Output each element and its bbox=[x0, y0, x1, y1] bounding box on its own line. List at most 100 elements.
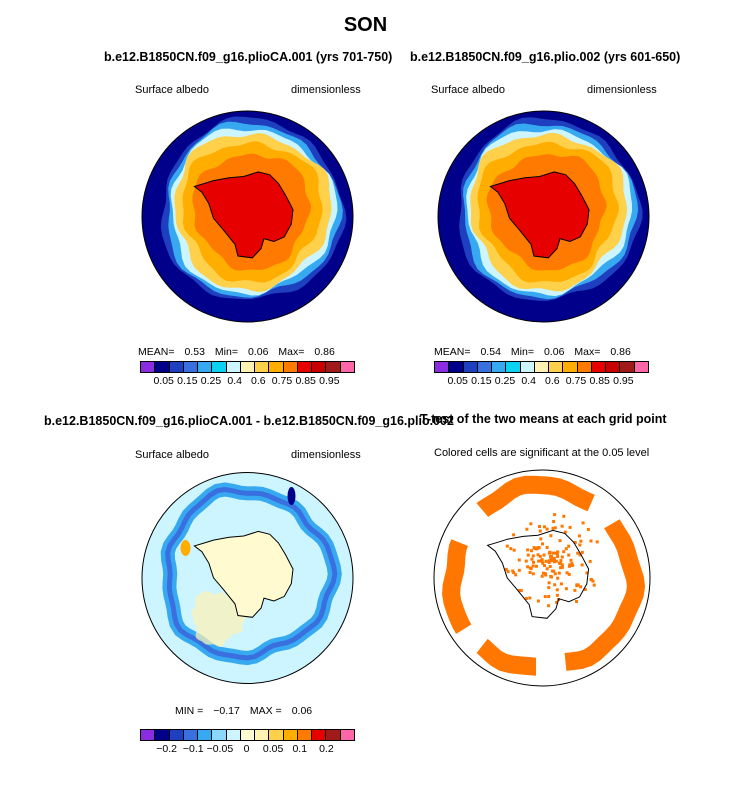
map-boundary bbox=[141, 472, 354, 684]
significant-cell bbox=[549, 574, 553, 578]
colorbar-tick-label: 0.25 bbox=[494, 375, 516, 387]
significant-cell bbox=[548, 550, 552, 554]
significant-cell bbox=[568, 525, 572, 529]
significant-cell bbox=[519, 589, 523, 593]
significant-cell bbox=[524, 597, 528, 600]
significant-cell bbox=[555, 552, 559, 556]
negative-ring-core bbox=[165, 486, 338, 661]
colorbar-swatch bbox=[226, 362, 241, 372]
significant-cell bbox=[512, 571, 516, 574]
significant-cell bbox=[553, 572, 557, 576]
significant-cell bbox=[589, 539, 593, 543]
significant-cell bbox=[526, 548, 530, 552]
significant-cell bbox=[581, 521, 585, 525]
map-field bbox=[142, 111, 353, 322]
colorbar-swatch bbox=[255, 362, 270, 372]
colorbar-tick-label: 0.95 bbox=[319, 375, 340, 387]
significant-cell bbox=[556, 550, 560, 554]
colorbar-swatch bbox=[269, 362, 284, 372]
colorbar-swatch bbox=[449, 362, 464, 372]
significant-cell bbox=[538, 529, 542, 533]
significant-cell bbox=[538, 525, 541, 528]
significant-cell bbox=[529, 567, 533, 571]
significant-cell bbox=[532, 560, 535, 564]
significant-cell bbox=[554, 559, 558, 563]
significant-cell bbox=[543, 564, 546, 568]
max-label: MAX = bbox=[249, 705, 282, 717]
significant-cell bbox=[512, 533, 516, 537]
significant-cell bbox=[588, 559, 592, 563]
colorbar-tick-label: 0.1 bbox=[292, 743, 308, 755]
panel-1-colorbar bbox=[140, 361, 355, 373]
significant-cell bbox=[548, 559, 552, 563]
significant-cell bbox=[541, 542, 544, 546]
max-label: Max= bbox=[278, 346, 305, 358]
panel-2-colorbar bbox=[434, 361, 649, 373]
significant-cell bbox=[506, 570, 510, 574]
significant-cell bbox=[514, 573, 518, 577]
colorbar-swatch bbox=[255, 730, 270, 740]
significant-cell bbox=[535, 564, 538, 568]
max-label: Max= bbox=[574, 346, 601, 358]
significant-cell bbox=[545, 567, 549, 571]
panel-1-variable-label: Surface albedo bbox=[135, 84, 209, 96]
panel-1-stats: MEAN= 0.53 Min= 0.06 Max= 0.86 bbox=[138, 346, 345, 358]
significant-cell bbox=[536, 599, 540, 603]
colorbar-tick-label: 0.6 bbox=[545, 375, 560, 387]
colorbar-swatch bbox=[198, 362, 213, 372]
significant-cell bbox=[592, 583, 596, 587]
significant-cell bbox=[517, 558, 521, 562]
significant-cell bbox=[537, 546, 541, 550]
significant-cell bbox=[549, 534, 553, 538]
colorbar-tick-label: 0.2 bbox=[319, 743, 334, 755]
negative-extreme bbox=[287, 487, 296, 505]
significant-cell bbox=[564, 547, 568, 551]
significant-cell bbox=[552, 520, 556, 523]
significant-ring bbox=[442, 475, 646, 676]
colorbar-swatch bbox=[169, 730, 184, 740]
colorbar-swatch bbox=[326, 730, 341, 740]
significant-cell bbox=[567, 553, 571, 557]
significant-cell bbox=[559, 566, 563, 570]
panel-1-title: b.e12.B1850CN.f09_g16.plioCA.001 (yrs 70… bbox=[104, 50, 393, 64]
significant-cell bbox=[543, 572, 547, 576]
colorbar-swatch bbox=[312, 730, 327, 740]
colorbar-swatch bbox=[155, 362, 170, 372]
colorbar-swatch bbox=[269, 730, 284, 740]
significant-cell bbox=[537, 559, 541, 563]
significant-cell bbox=[555, 593, 559, 597]
significant-cell bbox=[544, 559, 548, 563]
significant-cell bbox=[531, 564, 535, 568]
significant-cell bbox=[575, 600, 578, 603]
significant-cell bbox=[556, 555, 560, 558]
colorbar-swatch bbox=[212, 362, 227, 372]
significant-cell bbox=[543, 595, 547, 599]
colorbar-tick-label: 0.4 bbox=[521, 375, 536, 387]
panel-3-difference-map bbox=[141, 472, 354, 684]
significant-cell bbox=[558, 539, 562, 543]
mean-value: 0.54 bbox=[480, 346, 501, 358]
panel-3-variable-label: Surface albedo bbox=[135, 449, 209, 461]
colorbar-tick-label: −0.1 bbox=[182, 743, 204, 755]
significant-cell bbox=[585, 571, 589, 575]
significant-cell bbox=[560, 563, 564, 567]
colorbar-swatch bbox=[155, 730, 170, 740]
antarctica-continent bbox=[489, 171, 590, 259]
panel-2-colorbar-labels: 0.05 0.15 0.25 0.4 0.6 0.75 0.85 0.95 bbox=[434, 375, 647, 389]
significant-cell bbox=[509, 547, 513, 551]
significant-cell bbox=[526, 565, 530, 569]
significant-cell bbox=[560, 555, 564, 559]
significant-cell bbox=[553, 526, 557, 530]
max-value: 0.86 bbox=[610, 346, 631, 358]
significant-cell bbox=[542, 553, 546, 557]
mean-label: MEAN= bbox=[138, 346, 175, 358]
significant-cell bbox=[528, 596, 532, 600]
significant-cell bbox=[555, 588, 559, 592]
significant-cell bbox=[579, 539, 583, 543]
colorbar-swatch bbox=[520, 362, 535, 372]
colorbar-swatch bbox=[549, 362, 564, 372]
min-label: Min= bbox=[214, 346, 238, 358]
significant-cell bbox=[565, 571, 569, 575]
significant-cell bbox=[525, 527, 529, 531]
significant-cell bbox=[573, 588, 577, 592]
